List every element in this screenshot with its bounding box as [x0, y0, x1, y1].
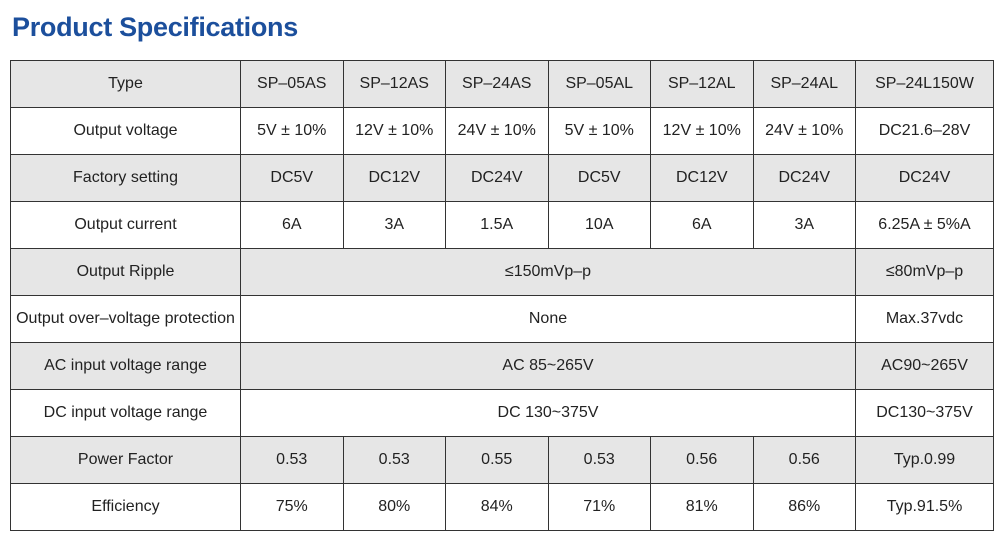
- cell: DC 130~375V: [240, 389, 856, 437]
- cell: ≤80mVp–p: [855, 248, 994, 296]
- row: AC input voltage range AC 85~265V AC90~265…: [10, 342, 994, 390]
- cell: 0.53: [240, 436, 344, 484]
- row: Factory setting DC5V DC12V DC24V DC5V DC12V DC…: [10, 154, 994, 202]
- cell: 75%: [240, 483, 344, 531]
- cell: DC5V: [240, 154, 344, 202]
- row-label: Output over–voltage protection: [10, 295, 241, 343]
- cell: 71%: [547, 483, 651, 531]
- cell: Typ.0.99: [855, 436, 994, 484]
- cell: DC12V: [342, 154, 446, 202]
- cell: Max.37vdc: [855, 295, 994, 343]
- cell: Typ.91.5%: [855, 483, 994, 531]
- cell: 10A: [547, 201, 651, 249]
- cell: SP–24L150W: [855, 60, 994, 108]
- row: Output voltage 5V ± 10% 12V ± 10% 24V ± 10%…: [10, 107, 994, 155]
- cell: DC21.6–28V: [855, 107, 994, 155]
- cell: 81%: [650, 483, 754, 531]
- cell: SP–24AS: [445, 60, 549, 108]
- cell: 12V ± 10%: [342, 107, 446, 155]
- cell: ≤150mVp–p: [240, 248, 856, 296]
- cell: SP–12AL: [650, 60, 754, 108]
- cell: 24V ± 10%: [752, 107, 856, 155]
- row-label: Output current: [10, 201, 241, 249]
- cell: 5V ± 10%: [240, 107, 344, 155]
- cell: DC24V: [752, 154, 856, 202]
- cell: 0.56: [752, 436, 856, 484]
- row: Output current 6A 3A 1.5A 10A 6A 3A 6.25A ± 5%A: [10, 201, 994, 249]
- cell: 6A: [650, 201, 754, 249]
- cell: None: [240, 295, 856, 343]
- row: Type SP–05AS SP–12AS SP–24AS SP–05AL SP–12AL S…: [10, 60, 994, 108]
- cell: DC130~375V: [855, 389, 994, 437]
- row: DC input voltage range DC 130~375V DC130~3…: [10, 389, 994, 437]
- cell: 80%: [342, 483, 446, 531]
- row-label: Efficiency: [10, 483, 241, 531]
- cell: SP–05AS: [240, 60, 344, 108]
- cell: 84%: [445, 483, 549, 531]
- cell: 24V ± 10%: [445, 107, 549, 155]
- cell: DC24V: [855, 154, 994, 202]
- cell: 3A: [752, 201, 856, 249]
- cell: AC90~265V: [855, 342, 994, 390]
- cell: 0.53: [547, 436, 651, 484]
- title: Product Specifications: [12, 12, 298, 42]
- cell: 0.53: [342, 436, 446, 484]
- row: Output over–voltage protection None Max.37…: [10, 295, 994, 343]
- cell: 3A: [342, 201, 446, 249]
- cell: 5V ± 10%: [547, 107, 651, 155]
- row-label: Type: [10, 60, 241, 108]
- cell: DC24V: [445, 154, 549, 202]
- row-label: Output Ripple: [10, 248, 241, 296]
- cell: AC 85~265V: [240, 342, 856, 390]
- cell: 6A: [240, 201, 344, 249]
- row-label: Factory setting: [10, 154, 241, 202]
- cell: 12V ± 10%: [650, 107, 754, 155]
- cell: 0.56: [650, 436, 754, 484]
- row-label: Output voltage: [10, 107, 241, 155]
- cell: DC5V: [547, 154, 651, 202]
- cell: DC12V: [650, 154, 754, 202]
- cell: 6.25A ± 5%A: [855, 201, 994, 249]
- row: Efficiency 75% 80% 84% 71% 81% 86% Typ.91.5%: [10, 483, 994, 531]
- cell: SP–24AL: [752, 60, 856, 108]
- spec-table: Type SP–05AS SP–12AS SP–24AS SP–05AL SP–12AL S…: [10, 60, 994, 531]
- row: Output Ripple ≤150mVp–p ≤80mVp–p: [10, 248, 994, 296]
- cell: SP–05AL: [547, 60, 651, 108]
- cell: 86%: [752, 483, 856, 531]
- row-label: Power Factor: [10, 436, 241, 484]
- cell: SP–12AS: [342, 60, 446, 108]
- row: Power Factor 0.53 0.53 0.55 0.53 0.56 0.56 Typ.…: [10, 436, 994, 484]
- row-label: DC input voltage range: [10, 389, 241, 437]
- cell: 1.5A: [445, 201, 549, 249]
- cell: 0.55: [445, 436, 549, 484]
- row-label: AC input voltage range: [10, 342, 241, 390]
